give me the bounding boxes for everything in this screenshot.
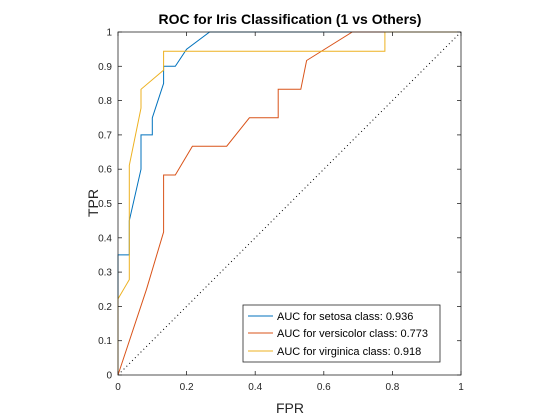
x-tick-label: 0 xyxy=(115,382,121,393)
legend-entry-versicolor: AUC for versicolor class: 0.773 xyxy=(277,328,428,340)
y-tick-label: 0.6 xyxy=(98,165,112,176)
x-axis-label: FPR xyxy=(276,400,304,416)
y-tick-label: 0.4 xyxy=(98,233,112,244)
y-tick-label: 0.3 xyxy=(98,268,112,279)
x-tick-label: 0.4 xyxy=(248,382,262,393)
roc-curve-versicolor xyxy=(117,31,461,376)
x-ticks: 0 0.2 0.4 0.6 0.8 1 xyxy=(115,32,464,393)
legend-entry-setosa: AUC for setosa class: 0.936 xyxy=(277,311,413,323)
roc-curve-virginica xyxy=(117,31,461,375)
y-tick-label: 0.8 xyxy=(98,96,112,107)
y-tick-label: 0.5 xyxy=(98,199,112,210)
y-tick-label: 1 xyxy=(106,28,112,39)
y-tick-label: 0.1 xyxy=(98,336,112,347)
series-layer xyxy=(117,31,461,376)
chart-title: ROC for Iris Classification (1 vs Others… xyxy=(159,11,422,27)
y-tick-label: 0.9 xyxy=(98,62,112,73)
legend: AUC for setosa class: 0.936 AUC for vers… xyxy=(242,304,441,363)
x-tick-label: 0.6 xyxy=(317,382,331,393)
diagonal-reference-line xyxy=(117,31,462,376)
y-tick-label: 0.2 xyxy=(98,302,112,313)
legend-box xyxy=(242,304,441,363)
y-ticks: 0 0.1 0.2 0.3 0.4 0.5 0.6 0.7 0.8 0.9 1 xyxy=(98,28,461,382)
legend-entry-virginica: AUC for virginica class: 0.918 xyxy=(277,346,421,358)
x-tick-label: 0.2 xyxy=(180,382,194,393)
x-tick-label: 1 xyxy=(458,382,464,393)
y-tick-label: 0 xyxy=(106,371,112,382)
y-tick-label: 0.7 xyxy=(98,130,112,141)
x-tick-label: 0.8 xyxy=(385,382,399,393)
y-axis-label: TPR xyxy=(85,189,101,217)
